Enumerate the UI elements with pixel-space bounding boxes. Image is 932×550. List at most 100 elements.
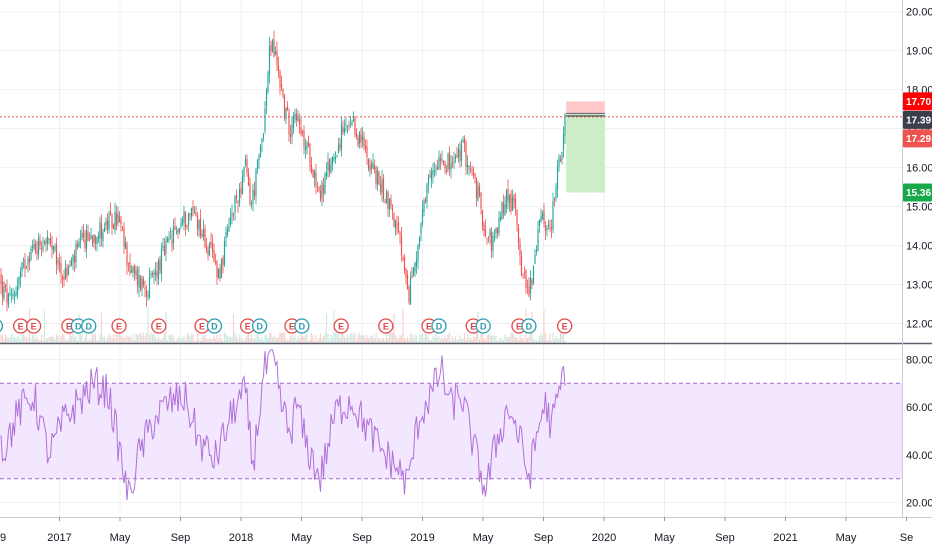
candle <box>363 131 365 151</box>
candle <box>381 170 383 202</box>
svg-text:D: D <box>480 322 487 332</box>
candle <box>46 230 49 251</box>
volume-bar <box>79 334 82 343</box>
candle <box>160 242 163 282</box>
svg-text:E: E <box>156 322 162 332</box>
volume-bar <box>151 334 154 343</box>
price-axis[interactable]: 20.0019.0018.0017.0016.0015.0014.0013.00… <box>906 7 932 331</box>
candle <box>43 239 46 246</box>
volume-bar <box>81 333 83 343</box>
candle <box>42 237 44 253</box>
candle <box>541 210 544 221</box>
candle <box>372 153 374 170</box>
volume-bar <box>154 336 157 343</box>
candle <box>61 274 64 289</box>
volume-bar <box>304 334 307 343</box>
volume-bar <box>48 336 50 343</box>
candle <box>171 229 173 252</box>
candle <box>13 290 16 305</box>
candle <box>93 234 95 249</box>
price-tick-label: 13.00 <box>906 280 932 292</box>
candle <box>547 219 550 230</box>
volume-bar <box>501 338 503 343</box>
volume-bar <box>394 335 397 343</box>
volume-bar <box>180 338 182 343</box>
candle <box>438 150 440 171</box>
volume-bar <box>115 334 118 343</box>
time-axis[interactable]: 9 2017 May Sep 2018 May Sep 2019 May Sep 2020 May Se… <box>0 517 913 544</box>
candle <box>183 205 185 231</box>
candle <box>25 265 28 270</box>
volume-bar <box>399 335 401 343</box>
time-tick-label: 2019 <box>410 532 434 544</box>
volume-bar <box>441 336 443 343</box>
volume-bar <box>85 333 88 343</box>
candle <box>355 128 358 140</box>
volume-bar <box>49 337 52 343</box>
candle <box>147 290 149 301</box>
volume-bar <box>159 339 161 343</box>
candle <box>79 229 82 249</box>
svg-text:E: E <box>245 322 251 332</box>
volume-bar <box>259 338 262 343</box>
short-position-tool[interactable] <box>566 101 605 193</box>
volume-bar <box>0 334 2 343</box>
candle <box>504 196 506 217</box>
candle <box>502 194 505 219</box>
candle <box>234 195 236 221</box>
time-tick-label: May <box>110 532 131 544</box>
rsi-axis[interactable]: 80.00 60.00 40.00 20.00 <box>906 354 932 509</box>
volume-bar <box>277 337 280 343</box>
candle <box>133 263 136 282</box>
candle <box>558 154 560 172</box>
candle <box>487 235 490 243</box>
volume-bar <box>1 334 4 343</box>
candle <box>94 234 97 251</box>
volume-bar <box>345 337 347 343</box>
volume-bar <box>315 334 317 343</box>
volume-bar <box>12 334 14 343</box>
candle <box>285 107 287 125</box>
volume-bar <box>357 334 359 343</box>
candle <box>249 177 251 207</box>
volume-bar <box>72 333 74 343</box>
candle <box>538 219 541 233</box>
candle <box>19 266 22 288</box>
candle <box>273 30 275 58</box>
volume-bar <box>489 333 491 343</box>
volume-bar <box>454 336 457 343</box>
candle <box>87 224 89 242</box>
candle <box>397 216 400 234</box>
candle <box>268 36 271 84</box>
svg-text:E: E <box>289 322 295 332</box>
volume-bar <box>538 335 541 343</box>
candle <box>316 181 319 193</box>
volume-bar <box>300 334 302 343</box>
volume-bar <box>124 337 127 343</box>
candle <box>376 166 379 192</box>
volume-bar <box>225 334 227 343</box>
candle <box>235 189 238 204</box>
volume-bar <box>289 335 292 343</box>
candle <box>111 213 113 235</box>
candle <box>124 236 127 250</box>
volume-bar <box>529 332 532 343</box>
candle <box>301 129 304 137</box>
volume-bar <box>270 333 272 343</box>
candle <box>348 120 350 131</box>
candle <box>507 179 509 209</box>
candle <box>447 152 449 173</box>
candle <box>340 116 343 157</box>
volume-bar <box>186 334 188 343</box>
volume-bar <box>102 336 104 343</box>
candle <box>177 228 179 239</box>
volume-bar <box>172 336 175 343</box>
event-markers[interactable]: DEEEDDEEEDEDEDEEEDEDEDE <box>0 318 573 334</box>
candle <box>159 255 161 275</box>
volume-bar <box>325 313 328 343</box>
volume-bar <box>6 337 8 343</box>
volume-bar <box>94 333 97 343</box>
volume-bar <box>334 332 337 343</box>
candle <box>522 273 524 279</box>
